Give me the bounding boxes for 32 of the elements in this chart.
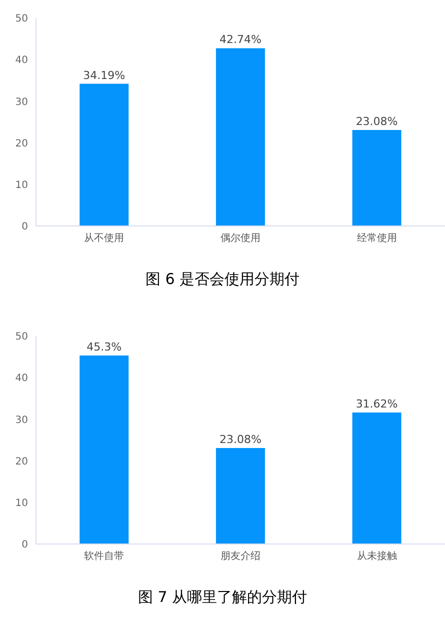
text: 图 7 从哪里了解的分期付 [136, 588, 308, 607]
data-label: 23.08% [219, 432, 262, 446]
y-tick-label: 10 [15, 180, 28, 191]
x-tick-label: 从未接触 [356, 550, 397, 562]
y-tick-label: 0 [22, 540, 28, 551]
y-tick-label: 10 [15, 498, 28, 509]
x-tick-label: 从不使用 [84, 232, 124, 244]
y-tick-label: 50 [15, 14, 28, 25]
text: 图 6 是否会使用分期付 [144, 270, 301, 289]
y-tick-label: 40 [15, 373, 28, 384]
y-tick-label: 40 [15, 55, 28, 66]
bar [216, 48, 265, 226]
y-tick-label: 20 [15, 138, 28, 150]
y-tick-label: 0 [22, 222, 28, 233]
data-label: 45.3% [86, 340, 122, 354]
bar [216, 448, 265, 544]
bar [352, 130, 402, 226]
x-tick-label: 经常使用 [356, 232, 397, 244]
bar [80, 84, 129, 226]
x-tick-label: 软件自带 [84, 550, 124, 562]
data-label: 23.08% [356, 114, 398, 128]
data-label: 42.74% [219, 33, 262, 46]
x-tick-label: 朋友介绍 [220, 550, 260, 562]
y-tick-label: 30 [15, 96, 28, 108]
y-tick-label: 30 [15, 414, 28, 426]
data-label: 31.62% [356, 397, 398, 410]
data-label: 34.19% [83, 68, 126, 82]
y-tick-label: 50 [15, 332, 28, 343]
x-tick-label: 偶尔使用 [220, 232, 260, 244]
bar [80, 356, 129, 544]
y-tick-label: 20 [15, 456, 28, 468]
bar [352, 412, 402, 544]
